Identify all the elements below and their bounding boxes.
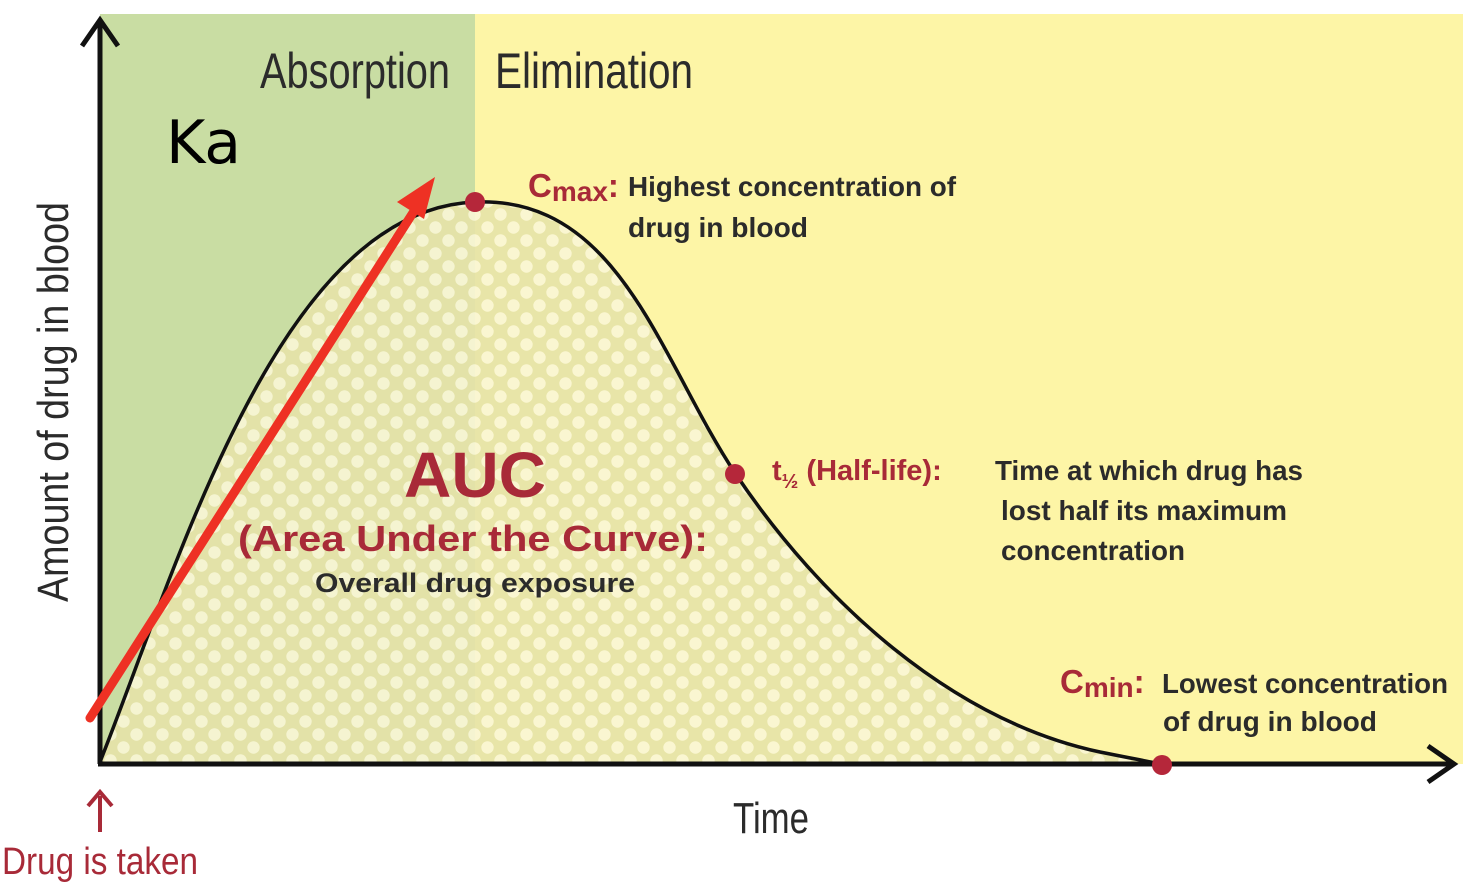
auc-subtitle: (Area Under the Curve): [238, 518, 708, 559]
half-life-description-line3: concentration [1001, 535, 1185, 566]
auc-description: Overall drug exposure [315, 568, 635, 598]
ka-arrow [85, 203, 421, 723]
concentration-curve [98, 200, 1163, 766]
half-life-description-line2: lost half its maximum [1001, 495, 1287, 526]
cmin-description-line2: of drug in blood [1163, 706, 1377, 737]
cmin-description-line1: Lowest concentration [1162, 668, 1448, 699]
half-life-point [725, 464, 745, 484]
cmin-label: Cmin: [1060, 663, 1145, 703]
cmax-point [465, 192, 485, 212]
ka-label: Ka [166, 108, 241, 178]
half-life-label: t½ (Half-life): [772, 455, 942, 493]
ka-arrowhead [397, 177, 435, 219]
y-axis-arrowhead [79, 15, 121, 48]
x-axis-label: Time [733, 794, 809, 843]
cmin-point [1152, 755, 1172, 775]
auc-title: AUC [404, 439, 546, 511]
elimination-label: Elimination [495, 43, 693, 99]
y-axis-label: Amount of drug in blood [29, 202, 78, 602]
x-axis-arrowhead [1426, 743, 1459, 785]
cmax-label: Cmax: [528, 167, 619, 207]
cmax-description-line1: Highest concentration of [628, 171, 957, 202]
half-life-description-line1: Time at which drug has [995, 455, 1303, 486]
drug-taken-arrowhead [86, 788, 114, 808]
drug-taken-label: Drug is taken [2, 841, 198, 883]
absorption-label: Absorption [260, 43, 450, 99]
cmax-description-line2: drug in blood [628, 212, 808, 243]
